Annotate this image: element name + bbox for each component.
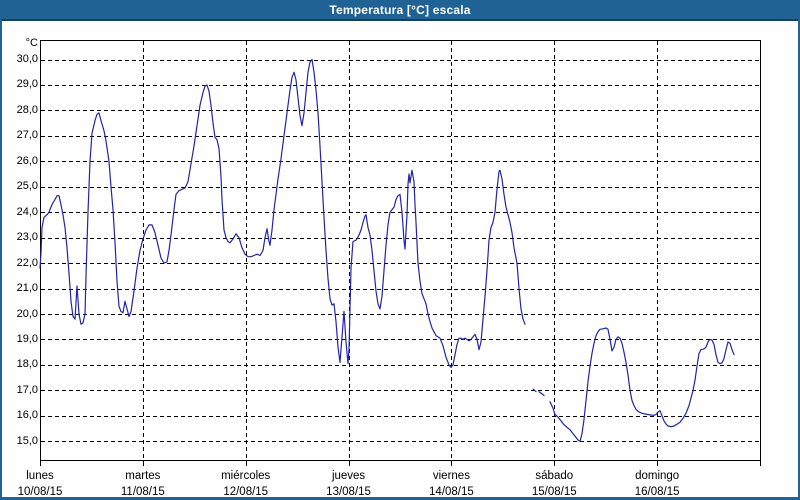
y-axis-tick-label: 20,0	[16, 307, 38, 320]
y-axis-tick-label: 17,0	[16, 383, 38, 396]
y-axis-tick-label: 19,0	[16, 332, 38, 345]
x-axis-day-label: domingo	[635, 470, 680, 482]
x-axis-date-label: 13/08/15	[326, 486, 371, 498]
temperature-series-segment	[532, 388, 537, 393]
y-axis-tick-label: 23,0	[16, 231, 38, 244]
x-axis-day-label: lunes	[26, 470, 54, 482]
y-axis-tick-label: 29,0	[16, 78, 38, 91]
x-axis-date-label: 11/08/15	[120, 486, 165, 498]
plot-border	[40, 40, 761, 461]
temperature-series-segment	[39, 58, 526, 368]
y-axis-tick-label: 21,0	[16, 282, 38, 295]
y-axis-tick-label: 25,0	[16, 180, 38, 193]
y-axis-tick-label: 26,0	[16, 154, 38, 167]
x-axis-date-label: 15/08/15	[531, 486, 577, 498]
x-axis-day-label: martes	[125, 470, 161, 482]
y-axis-tick-label: 28,0	[16, 103, 38, 116]
y-axis-tick-label: 22,0	[16, 256, 38, 269]
y-axis-tick-label: 15,0	[16, 434, 38, 447]
y-axis-tick-label: 24,0	[16, 205, 38, 218]
y-axis-tick-label: 16,0	[16, 409, 38, 422]
x-axis-day-label: viernes	[432, 470, 470, 482]
y-axis-tick-label: 27,0	[16, 129, 38, 142]
x-axis-day-label: miércoles	[221, 470, 271, 482]
temperature-line-chart-canvas	[39, 40, 761, 466]
y-axis-tick-label: 18,0	[16, 358, 38, 371]
x-axis-day-label: jueves	[331, 470, 366, 482]
temperature-series-segment	[549, 327, 735, 442]
temperature-series-segment	[538, 391, 545, 396]
x-axis-date-label: 12/08/15	[223, 486, 269, 498]
x-axis-date-label: 16/08/15	[634, 486, 680, 498]
window-title: Temperatura [°C] escala	[329, 2, 471, 17]
x-axis-date-label: 10/08/15	[17, 486, 63, 498]
x-axis-date-label: 14/08/15	[429, 486, 474, 498]
y-axis-unit-label: °C	[25, 37, 38, 49]
y-axis-tick-label: 30,0	[16, 53, 38, 65]
window-title-bar[interactable]: Temperatura [°C] escala	[2, 0, 798, 21]
x-axis-day-label: sábado	[535, 470, 574, 482]
temperature-chart: °C 30,0 29,0 28,0 27,0 26,0 25,0 24,0 23,0 22,0 2…	[2, 21, 798, 498]
